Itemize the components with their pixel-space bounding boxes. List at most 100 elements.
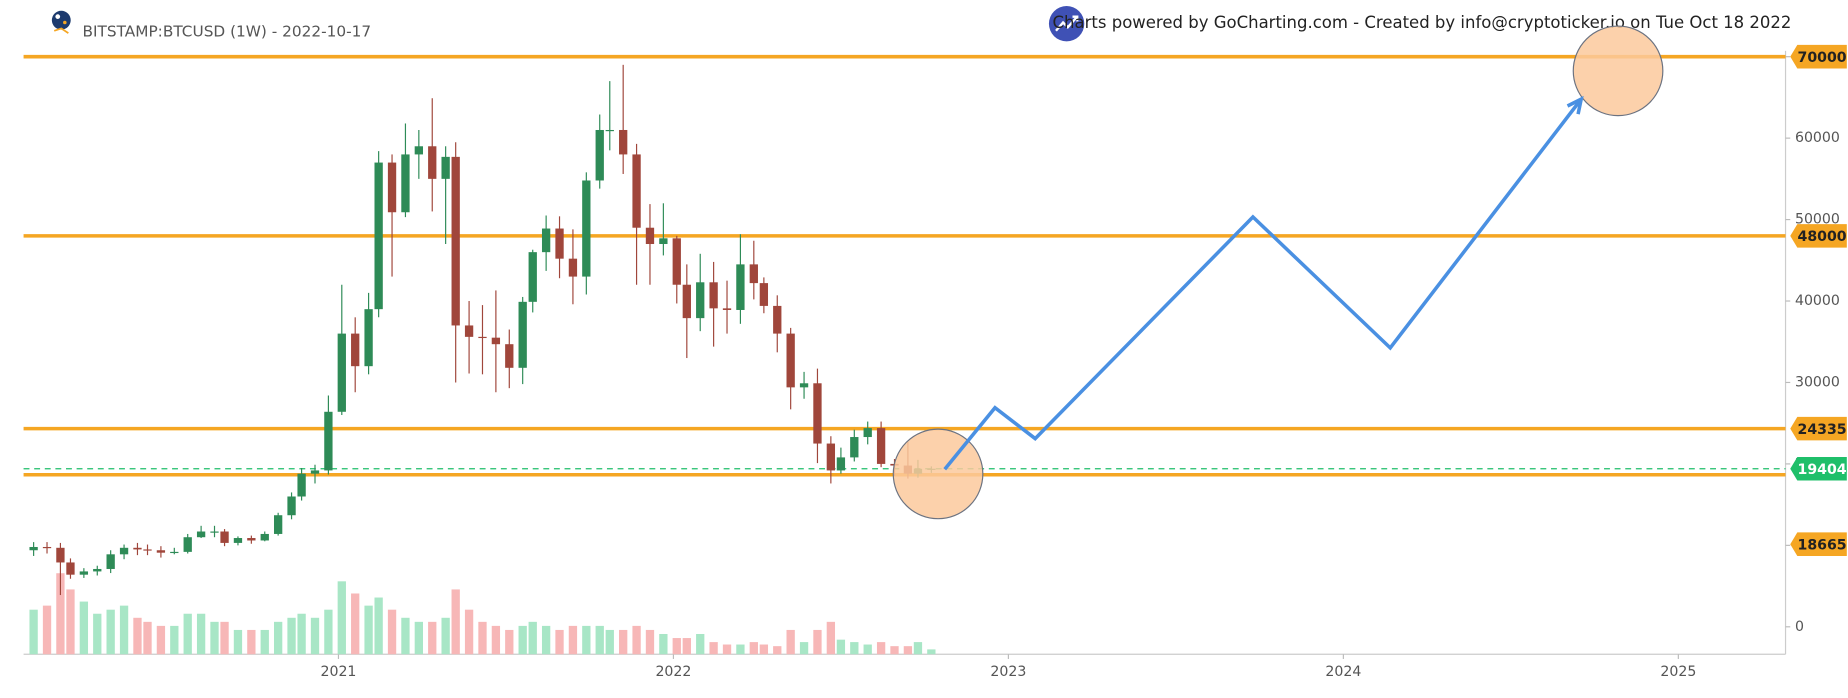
x-tick-label: 2023 [990,664,1026,680]
volume-bar [736,644,745,655]
volume-bar [143,621,152,655]
volume-bar [42,605,52,655]
candle-body [324,411,333,471]
candle-body [374,162,383,310]
volume-bar [505,629,514,655]
candle-body [143,549,152,551]
candle-body [619,129,628,155]
volume-bar [645,629,655,655]
highlight-circle [892,428,984,520]
candle-body [696,282,705,319]
volume-bar [414,621,423,655]
volume-bar [709,642,718,655]
volume-bar [247,629,256,655]
volume-bar [451,589,460,655]
y-tick-label: 30000 [1795,374,1840,390]
highlight-circle [1572,25,1664,117]
volume-bar [170,625,179,655]
volume-bar [364,605,373,655]
candle-body [93,568,102,572]
level-label-text: 70000 [1797,50,1846,66]
volume-bar [29,609,38,655]
volume-bar [605,629,614,655]
volume-bar [79,601,89,655]
volume-bar [659,633,668,655]
candle-body [645,227,655,245]
volume-bar [518,625,527,655]
candle-body [310,470,320,474]
volume-bar [903,646,913,655]
volume-bar [813,629,822,655]
volume-bar [799,642,809,655]
candle-body [722,308,732,310]
candle-body [826,443,836,471]
candle-body [297,473,306,497]
candle-body [632,154,641,228]
level-label: 19404 [1790,456,1847,481]
volume-bar [863,644,872,655]
y-tick-label: 0 [1795,619,1804,635]
candle-body [555,228,564,259]
candle-body [478,336,487,339]
candle-body [133,547,142,550]
level-label-box [1790,224,1847,248]
volume-bar [826,621,836,655]
candle-body [233,538,243,543]
candle-body [156,550,166,553]
volume-bar [133,617,142,655]
volume-bar [722,644,732,655]
candle-body [682,284,691,319]
volume-bar [619,629,628,655]
candle-body [66,562,75,575]
volume-bar [324,609,333,655]
volume-bar [749,642,758,655]
candle-body [863,428,872,438]
candle-body [337,333,346,412]
y-tick-label: 60000 [1795,130,1840,146]
level-label-text: 48000 [1797,229,1846,245]
candle-body [387,162,397,213]
candle-body [786,333,795,388]
candle-body [451,156,460,326]
candle-body [106,554,115,569]
candle-body [247,538,256,541]
candle-body [364,309,373,367]
volume-bar [287,617,296,655]
volume-layer [29,573,936,655]
volume-bar [297,613,306,655]
x-tick-label: 2021 [320,664,356,680]
volume-bar [220,621,229,655]
level-label-box [1790,456,1847,481]
logo [51,10,71,34]
volume-bar [106,609,115,655]
level-label: 18665 [1790,532,1847,556]
candle-body [672,238,681,285]
candle-body [29,546,38,551]
volume-bar [541,625,551,655]
volume-bar [696,633,705,655]
candle-body [401,154,410,213]
volume-bar [582,625,591,655]
candle-body [749,264,758,284]
volume-bar [672,638,681,655]
level-label-text: 18665 [1797,537,1846,553]
candle-body [605,129,614,132]
volume-bar [210,621,219,655]
candle-body [799,383,809,388]
candle-body [773,305,782,334]
candle-body [659,238,668,245]
level-label-box [1790,532,1847,556]
candle-body [210,531,219,533]
candle-body [595,129,604,181]
level-label-text: 19404 [1797,462,1846,478]
candle-body [491,337,501,345]
candle-body [813,383,822,444]
candle-body [170,551,179,554]
candle-body [79,571,89,575]
level-label-box [1790,416,1847,441]
volume-bar [913,642,923,655]
volume-bar [260,629,269,655]
candle-body [582,180,591,277]
volume-bar [273,621,283,655]
candle-body [351,333,360,367]
